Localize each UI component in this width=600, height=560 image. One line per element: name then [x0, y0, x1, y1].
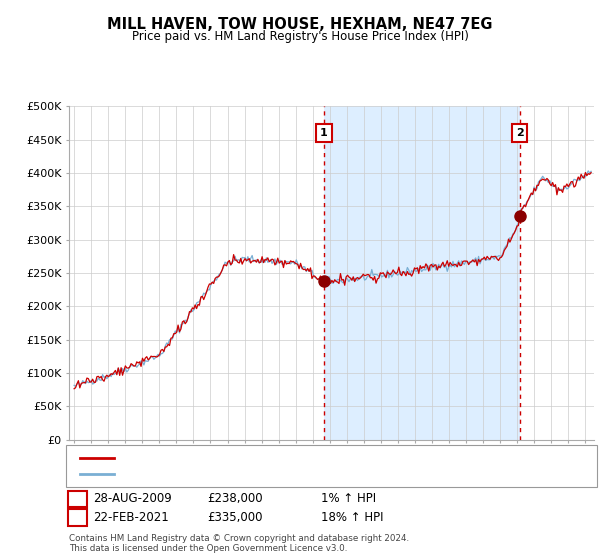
Text: £238,000: £238,000: [207, 492, 263, 506]
Text: 2: 2: [515, 128, 523, 138]
Text: 22-FEB-2021: 22-FEB-2021: [93, 511, 169, 524]
Text: MILL HAVEN, TOW HOUSE, HEXHAM, NE47 7EG (detached house): MILL HAVEN, TOW HOUSE, HEXHAM, NE47 7EG …: [118, 453, 475, 463]
Text: 1% ↑ HPI: 1% ↑ HPI: [321, 492, 376, 506]
Text: 1: 1: [73, 492, 82, 506]
Text: 2: 2: [73, 511, 82, 524]
Text: 1: 1: [320, 128, 328, 138]
Bar: [324, 106, 520, 440]
Text: Contains HM Land Registry data © Crown copyright and database right 2024.
This d: Contains HM Land Registry data © Crown c…: [69, 534, 409, 553]
Text: £335,000: £335,000: [207, 511, 263, 524]
Text: HPI: Average price, detached house, Northumberland: HPI: Average price, detached house, Nort…: [118, 469, 410, 479]
Text: 18% ↑ HPI: 18% ↑ HPI: [321, 511, 383, 524]
Text: 28-AUG-2009: 28-AUG-2009: [93, 492, 172, 506]
Text: MILL HAVEN, TOW HOUSE, HEXHAM, NE47 7EG: MILL HAVEN, TOW HOUSE, HEXHAM, NE47 7EG: [107, 17, 493, 32]
Text: Price paid vs. HM Land Registry's House Price Index (HPI): Price paid vs. HM Land Registry's House …: [131, 30, 469, 44]
